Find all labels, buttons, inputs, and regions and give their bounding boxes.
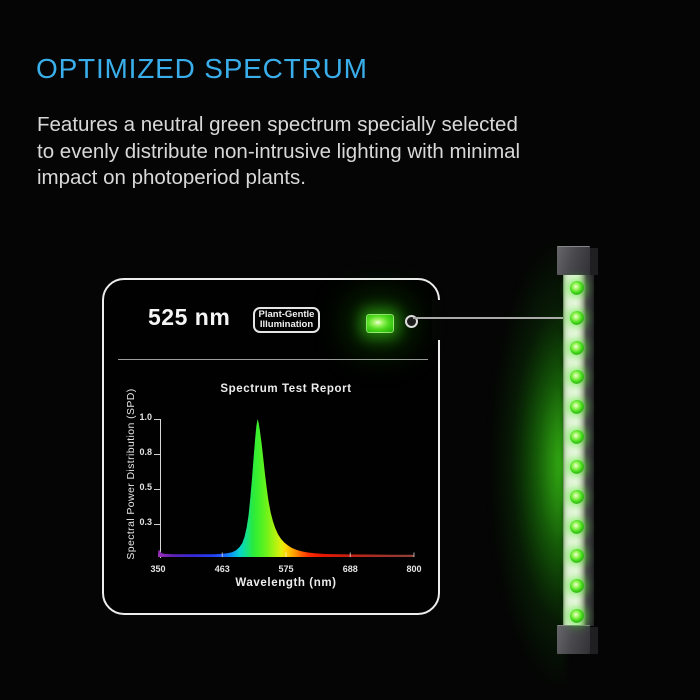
y-tick-label: 0.3 [139, 517, 152, 527]
x-axis-ticks: 350 463 575 688 800 [104, 280, 442, 617]
spd-curve [158, 419, 415, 557]
card-divider [118, 359, 428, 360]
y-tick-mark [154, 524, 161, 525]
callout-line [413, 317, 573, 319]
bar-side-face [587, 274, 594, 626]
light-bar-glow [482, 242, 566, 686]
x-tick-label: 800 [406, 564, 422, 574]
wavelength-value: 525 nm [148, 304, 231, 330]
y-tick-label: 0.5 [139, 482, 152, 492]
badge-line-1: Plant-Gentle [258, 308, 315, 320]
led-dot [570, 430, 584, 445]
led-dot [570, 459, 584, 474]
y-axis-ticks: 1.0 0.8 0.5 0.3 [104, 280, 442, 617]
bar-body [563, 274, 587, 626]
y-tick-label: 0.8 [139, 447, 152, 457]
led-dot [570, 400, 584, 415]
led-dot [570, 549, 584, 564]
led-dot [570, 281, 584, 295]
led-dot [570, 489, 584, 504]
spectrum-chart: Spectrum Test Report Spectral Power Dist… [104, 280, 442, 617]
x-tick-label: 688 [342, 564, 358, 574]
x-tick-label: 350 [150, 564, 166, 574]
led-dot [570, 579, 584, 594]
page-description: Features a neutral green spectrum specia… [37, 113, 521, 189]
y-axis-line [160, 419, 161, 558]
chart-title: Spectrum Test Report [220, 383, 352, 395]
green-led-indicator [366, 314, 394, 333]
led-dot [570, 340, 584, 355]
x-tick-label: 463 [214, 564, 230, 574]
led-dot [570, 519, 584, 534]
y-tick-mark [154, 489, 161, 490]
card-border-gap [432, 300, 442, 340]
plant-gentle-badge: Plant-Gentle Illumination [253, 307, 320, 333]
y-tick-mark [154, 419, 161, 420]
bar-top-cap-side [590, 248, 598, 275]
page-title: OPTIMIZED SPECTRUM [36, 53, 368, 84]
spectrum-report-card: 525 nm Plant-Gentle Illumination Spectru… [102, 278, 442, 617]
led-dot [570, 609, 584, 624]
badge-line-2: Illumination [259, 319, 314, 330]
y-tick-label: 1.0 [139, 412, 152, 422]
bar-bottom-cap-side [590, 627, 598, 654]
led-dot [570, 370, 584, 385]
y-tick-mark [154, 454, 161, 455]
x-axis-label: Wavelength (nm) [235, 577, 337, 589]
x-tick-label: 575 [278, 564, 294, 574]
